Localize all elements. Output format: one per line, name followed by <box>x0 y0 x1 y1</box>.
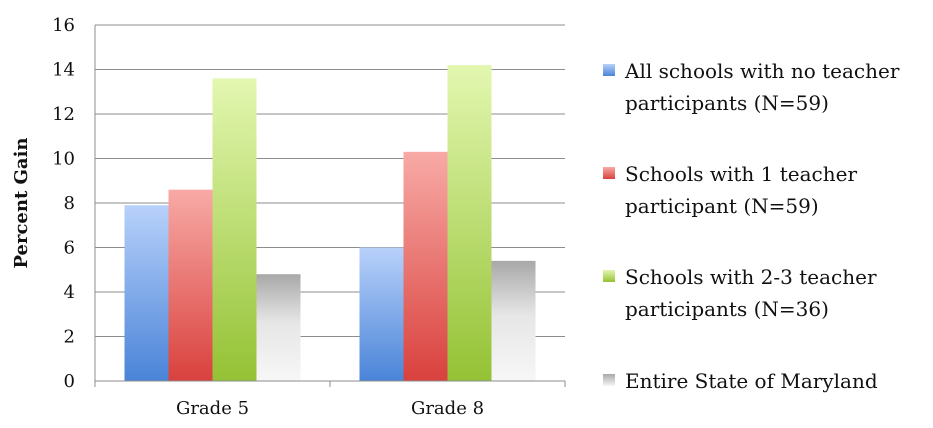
y-tick-label: 12 <box>52 104 75 125</box>
legend-item: Schools with 1 teacher participant (N=59… <box>603 158 933 222</box>
axes <box>94 25 566 387</box>
bar <box>168 189 213 381</box>
legend-label: Schools with 2-3 teacher participants (N… <box>625 265 877 321</box>
legend-label: All schools with no teacher participants… <box>625 59 900 115</box>
bar <box>403 151 448 381</box>
legend-item: Entire State of Maryland <box>603 365 933 397</box>
y-tick-label: 10 <box>52 149 75 170</box>
y-tick-label: 0 <box>64 371 75 392</box>
bar <box>256 274 301 381</box>
legend-swatch <box>603 270 615 282</box>
y-tick-label: 6 <box>64 238 75 259</box>
legend-label: Entire State of Maryland <box>625 369 878 393</box>
y-tick-label: 14 <box>52 60 75 81</box>
legend-item: Schools with 2-3 teacher participants (N… <box>603 261 933 325</box>
bar <box>491 260 536 381</box>
legend-label: Schools with 1 teacher participant (N=59… <box>625 162 858 218</box>
y-axis-label: Percent Gain <box>11 137 32 268</box>
y-tick-label: 4 <box>64 282 75 303</box>
y-tick-label: 2 <box>64 327 75 348</box>
legend-swatch <box>603 64 615 76</box>
x-tick-label: Grade 5 <box>176 398 249 419</box>
x-tick-label: Grade 8 <box>411 398 484 419</box>
legend-item: All schools with no teacher participants… <box>603 55 933 119</box>
y-tick-label: 16 <box>52 15 75 36</box>
bar <box>212 78 257 382</box>
legend-swatch <box>603 374 615 386</box>
bar <box>447 65 492 382</box>
y-tick-label: 8 <box>64 193 75 214</box>
bar <box>124 205 169 381</box>
x-tick-labels: Grade 5 Grade 8 <box>176 398 484 419</box>
bars <box>124 65 536 382</box>
legend-swatch <box>603 167 615 179</box>
bar <box>359 247 404 381</box>
y-tick-labels: 0 2 4 6 8 10 12 14 16 <box>52 15 75 392</box>
